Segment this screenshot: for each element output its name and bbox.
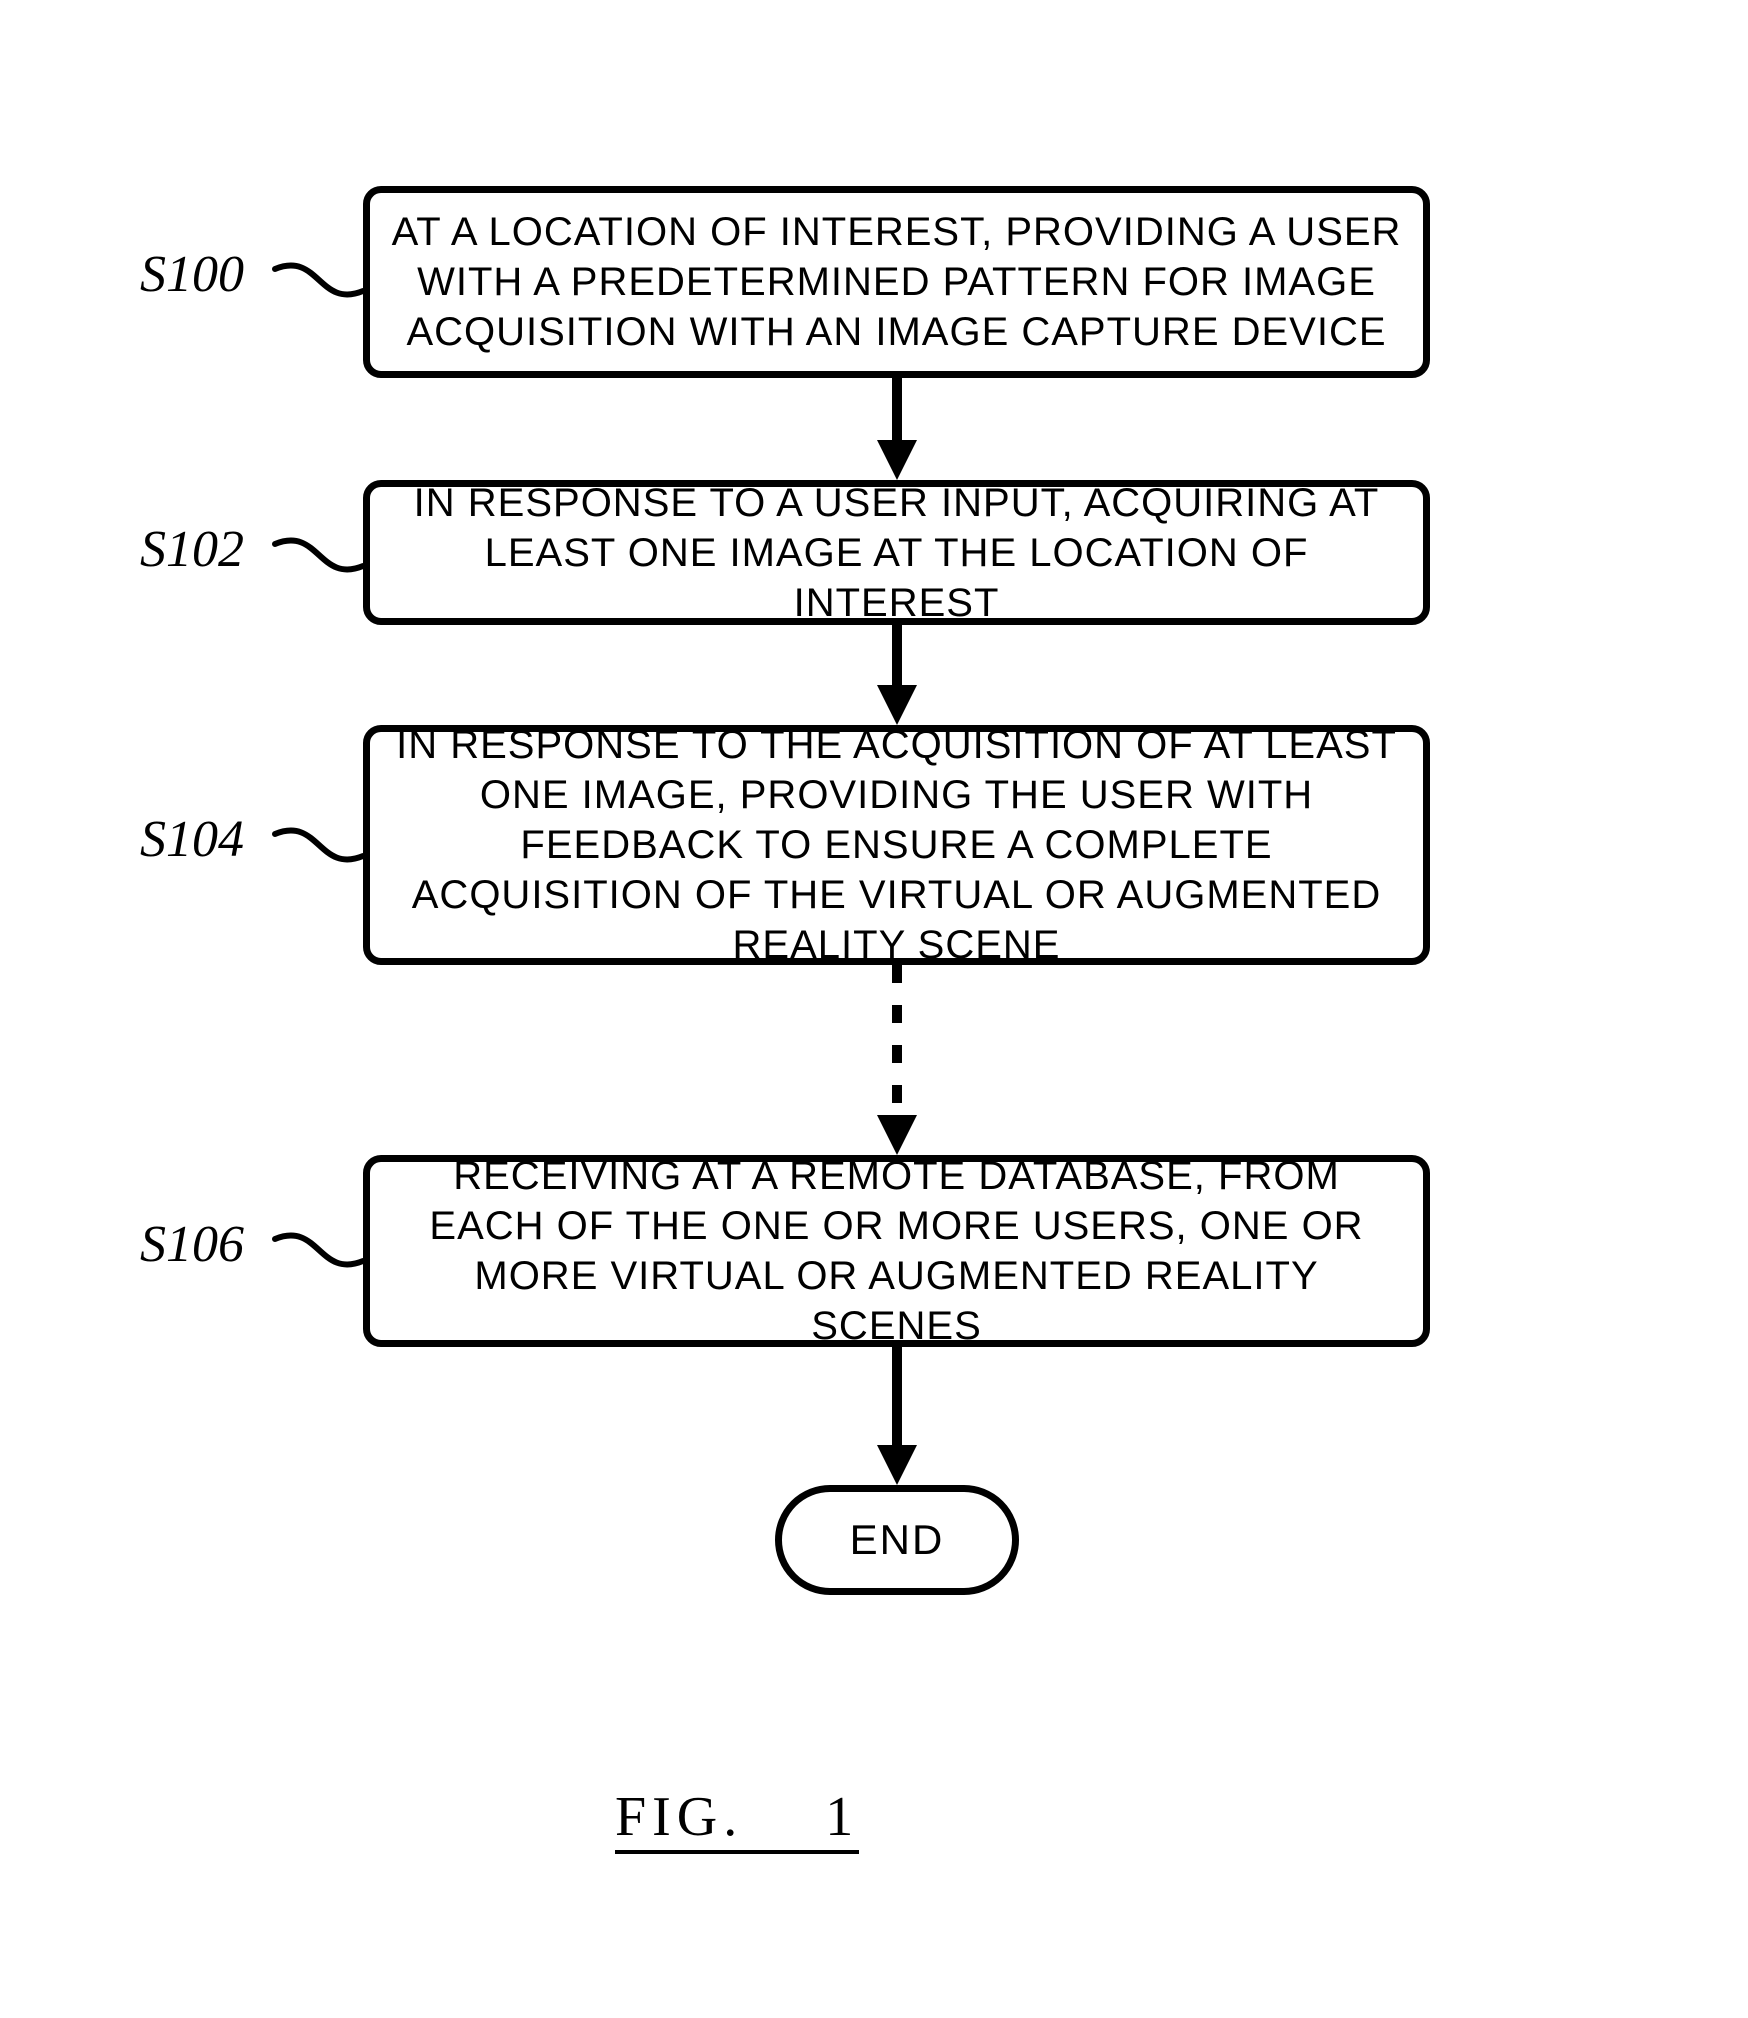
step-label-s100: S100 — [140, 245, 244, 304]
step-label-text: S104 — [140, 811, 244, 868]
step-text: AT A LOCATION OF INTEREST, PROVIDING A U… — [390, 207, 1403, 357]
terminator-text: END — [850, 1516, 945, 1564]
step-box-s102: IN RESPONSE TO A USER INPUT, ACQUIRING A… — [363, 480, 1430, 625]
step-text: IN RESPONSE TO A USER INPUT, ACQUIRING A… — [390, 478, 1403, 628]
step-box-s100: AT A LOCATION OF INTEREST, PROVIDING A U… — [363, 186, 1430, 378]
step-box-s104: IN RESPONSE TO THE ACQUISITION OF AT LEA… — [363, 725, 1430, 965]
step-label-text: S102 — [140, 521, 244, 578]
step-text: RECEIVING AT A REMOTE DATABASE, FROM EAC… — [390, 1151, 1403, 1351]
step-label-s106: S106 — [140, 1215, 244, 1274]
flowchart-canvas: AT A LOCATION OF INTEREST, PROVIDING A U… — [0, 0, 1748, 2018]
figure-caption: FIG. 1 — [615, 1785, 859, 1849]
step-label-text: S106 — [140, 1216, 244, 1273]
terminator-end: END — [775, 1485, 1019, 1595]
step-label-s102: S102 — [140, 520, 244, 579]
step-label-text: S100 — [140, 246, 244, 303]
figure-caption-text: FIG. 1 — [615, 1786, 859, 1854]
step-box-s106: RECEIVING AT A REMOTE DATABASE, FROM EAC… — [363, 1155, 1430, 1347]
step-label-s104: S104 — [140, 810, 244, 869]
step-text: IN RESPONSE TO THE ACQUISITION OF AT LEA… — [390, 720, 1403, 970]
